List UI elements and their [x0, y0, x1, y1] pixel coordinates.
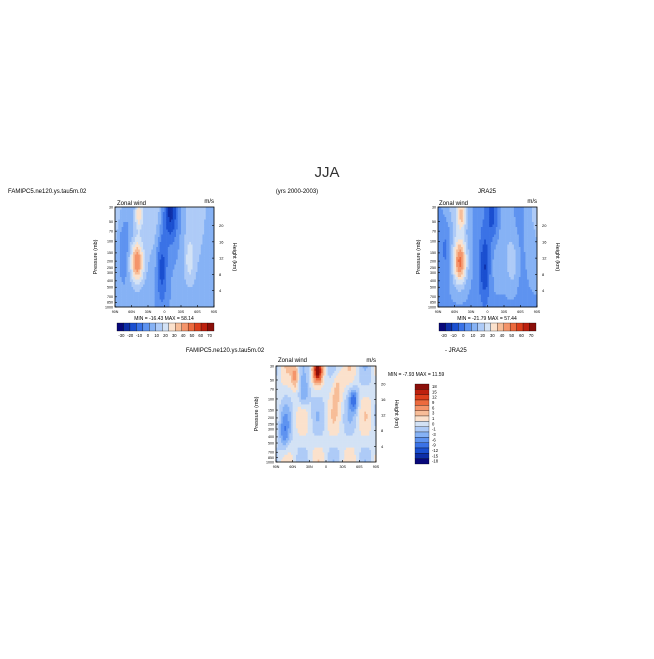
y-right-tick-label: 8 — [542, 272, 545, 277]
x-tick-label: 0 — [487, 310, 489, 314]
y-right-tick-label: 4 — [219, 288, 222, 293]
y-right-tick-label: 16 — [542, 239, 547, 244]
y-right-tick-label: 12 — [219, 256, 224, 261]
y-right-tick-label: 4 — [542, 288, 545, 293]
y-right-tick-label: 16 — [219, 239, 224, 244]
y-tick-label: 1000 — [428, 305, 436, 309]
x-tick-label: 60S — [194, 310, 201, 314]
y-axis-label: Pressure (mb) — [416, 239, 422, 274]
panel-difference-case: FAMIPC5.ne120.ys.tau5m.02 — [186, 348, 265, 354]
y-tick-label: 50 — [109, 220, 113, 224]
panel-0-plot: 90N 60N 30N 0 30S 60S 90S 30 50 70 100 150 200 250300… — [93, 205, 237, 314]
y-tick-label: 70 — [109, 229, 113, 233]
x-tick-label: 90S — [211, 310, 218, 314]
x-tick-label: 60N — [451, 310, 458, 314]
y-tick-label: 500 — [107, 286, 113, 290]
y-tick-label: 100 — [430, 240, 436, 244]
y-tick-label: 400 — [430, 279, 436, 283]
x-tick-label: 30N — [145, 310, 152, 314]
y-tick-label: 850 — [430, 301, 436, 305]
y-right-axis-label: Height (km) — [554, 243, 560, 272]
y-tick-label: 30 — [109, 205, 113, 209]
x-tick-label: 90N — [435, 310, 442, 314]
y-tick-label: 100 — [107, 240, 113, 244]
y-tick-label: 700 — [107, 295, 113, 299]
panel-model-stats: MIN = -16.43 MAX = 58.14 — [134, 316, 194, 322]
x-tick-label: 90N — [112, 310, 119, 314]
panel-model-variable: Zonal wind — [117, 201, 146, 207]
y-tick-label: 200 — [430, 259, 436, 263]
y-right-tick-label: 8 — [219, 272, 222, 277]
y-right-tick-label: 12 — [542, 256, 547, 261]
y-right-tick-label: 20 — [219, 223, 224, 228]
x-tick-label: 60N — [128, 310, 135, 314]
y-tick-label: 250 — [107, 266, 113, 270]
years-label: (yrs 2000-2003) — [276, 189, 318, 195]
y-right-axis-label: Height (km) — [231, 243, 237, 272]
y-tick-label: 30 — [432, 205, 436, 209]
y-tick-label: 300 — [107, 271, 113, 275]
y-tick-label: 150 — [107, 251, 113, 255]
panel-model-case: FAMIPC5.ne120.ys.tau5m.02 — [8, 189, 87, 195]
panel-reference-variable: Zonal wind — [439, 201, 468, 207]
panel-difference-units: m/s — [366, 358, 376, 364]
y-tick-label: 200 — [107, 259, 113, 263]
y-tick-label: 850 — [107, 301, 113, 305]
x-tick-label: 30S — [501, 310, 508, 314]
y-tick-label: 70 — [432, 229, 436, 233]
panel-difference-stats: MIN = -7.93 MAX = 11.59 — [388, 372, 445, 378]
y-tick-label: 50 — [432, 220, 436, 224]
y-tick-label: 700 — [430, 295, 436, 299]
panel-difference-variable: Zonal wind — [278, 358, 307, 364]
y-tick-label: 150 — [430, 251, 436, 255]
panel-1-plot: 90N 60N 30N 0 30S 60S 90S 30 50 70 100 150 200 250300… — [416, 205, 560, 314]
x-tick-label: 60S — [517, 310, 524, 314]
y-tick-label: 500 — [430, 286, 436, 290]
y-tick-label: 1000 — [105, 305, 113, 309]
x-tick-label: 30S — [178, 310, 185, 314]
x-tick-label: 90S — [534, 310, 541, 314]
panel-difference-subtitle: - JRA25 — [445, 348, 467, 354]
panel-reference-case: JRA25 — [478, 189, 497, 195]
figure-title: JJA — [314, 164, 339, 181]
x-tick-label: 30N — [468, 310, 475, 314]
y-axis-label: Pressure (mb) — [93, 239, 99, 274]
panel-reference-units: m/s — [527, 199, 537, 205]
y-right-tick-label: 20 — [542, 223, 547, 228]
panel-model-units: m/s — [204, 199, 214, 205]
panel-reference-stats: MIN = -21.79 MAX = 57.44 — [457, 316, 517, 322]
y-tick-label: 250 — [430, 266, 436, 270]
x-tick-label: 0 — [164, 310, 166, 314]
y-tick-label: 400 — [107, 279, 113, 283]
y-tick-label: 300 — [430, 271, 436, 275]
